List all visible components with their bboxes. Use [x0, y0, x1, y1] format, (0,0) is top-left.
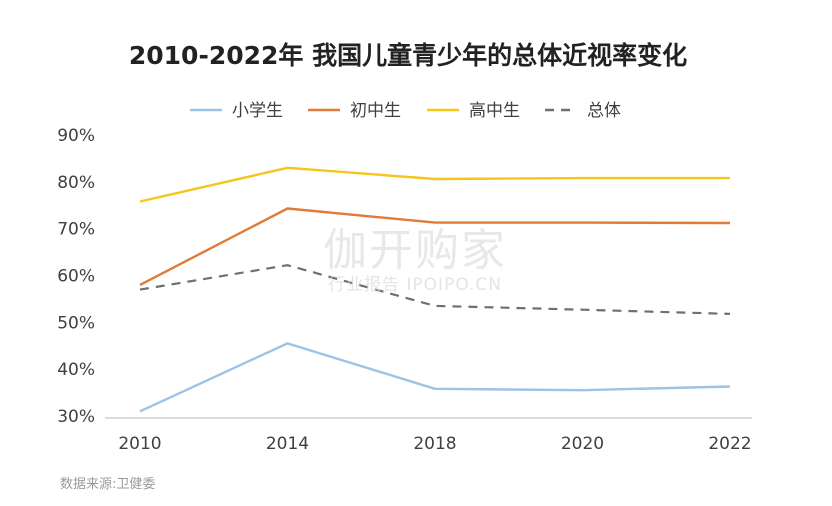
series-line-3 [139, 166, 730, 203]
legend-label-1: 小学生 [232, 101, 283, 121]
y-tick-label: 40% [57, 360, 95, 380]
x-tick-label: 2020 [561, 434, 604, 454]
legend-label-3: 高中生 [469, 101, 520, 121]
x-tick-label: 2022 [708, 434, 751, 454]
series-line-1 [139, 342, 731, 413]
y-tick-label: 80% [57, 173, 95, 193]
y-tick-label: 30% [57, 407, 95, 427]
x-tick-label: 2014 [266, 434, 309, 454]
series-line-4 [139, 264, 731, 315]
x-axis-ticks: 2010 2014 2018 2020 2022 [118, 434, 751, 454]
y-tick-label: 60% [57, 267, 95, 287]
legend-label-2: 初中生 [350, 101, 401, 121]
y-axis-ticks: 30% 40% 50% 60% 70% 80% 90% [57, 126, 95, 427]
watermark-main: 伽开购家 [323, 225, 507, 276]
watermark-sub: 行业报告 IPOIPO.CN [328, 275, 502, 295]
series-lines [139, 166, 731, 413]
legend: 小学生 初中生 高中生 总体 [190, 101, 621, 121]
x-tick-label: 2010 [118, 434, 161, 454]
series-line-2 [139, 207, 731, 286]
y-tick-label: 50% [57, 313, 95, 333]
y-tick-label: 70% [57, 220, 95, 240]
y-tick-label: 90% [57, 126, 95, 146]
watermark: 伽开购家 行业报告 IPOIPO.CN [323, 225, 507, 295]
x-tick-label: 2018 [413, 434, 456, 454]
source-note: 数据来源:卫健委 [60, 477, 155, 492]
legend-label-4: 总体 [587, 101, 621, 121]
chart-title: 2010-2022年 我国儿童青少年的总体近视率变化 [129, 41, 687, 70]
